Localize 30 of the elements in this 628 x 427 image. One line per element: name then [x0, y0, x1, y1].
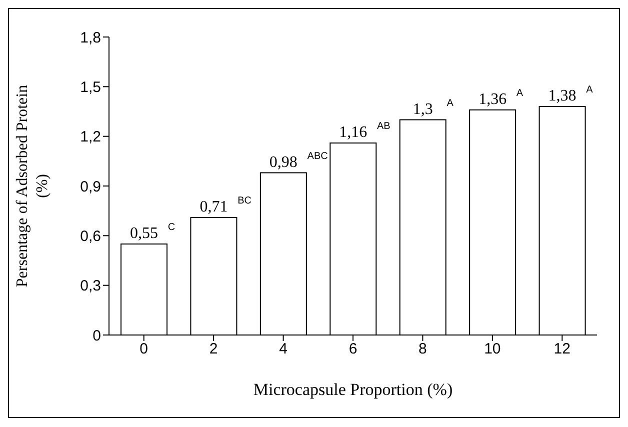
y-tick-label: 1,8	[80, 29, 101, 46]
annotation: A	[516, 88, 524, 99]
data-label: 1,16	[339, 124, 368, 141]
annotation: C	[168, 222, 176, 233]
annotation: BC	[238, 195, 252, 206]
y-tick-label: 1,5	[80, 78, 101, 96]
x-tick-label: 12	[554, 340, 570, 358]
y-tick-label: 0,9	[80, 178, 101, 196]
x-tick-label: 10	[484, 340, 501, 358]
y-tick-label: 1,2	[80, 128, 101, 146]
x-tick-label: 8	[418, 340, 427, 358]
y-tick-label: 0,3	[80, 278, 101, 295]
annotation: ABC	[307, 150, 328, 162]
annotation: AB	[377, 120, 391, 132]
annotation: A	[586, 84, 594, 96]
data-label: 1,3	[412, 100, 433, 118]
x-axis-title: Microcapsule Proportion (%)	[253, 380, 453, 399]
y-tick-label: 0,6	[80, 228, 101, 245]
data-label: 1,38	[548, 88, 576, 105]
data-label: 1,36	[478, 90, 507, 108]
data-label: 0,71	[200, 198, 228, 216]
data-label: 0,55	[130, 224, 158, 242]
y-axis-title: Persentage of Adsorbed Protein (%)	[14, 84, 51, 288]
x-tick-label: 4	[279, 340, 288, 358]
y-tick-label: 0	[92, 327, 101, 344]
annotation: A	[446, 98, 454, 109]
x-tick-label: 0	[140, 340, 148, 358]
x-tick-label: 2	[209, 340, 218, 358]
x-tick-label: 6	[348, 340, 358, 358]
data-label: 0,98	[269, 154, 298, 171]
